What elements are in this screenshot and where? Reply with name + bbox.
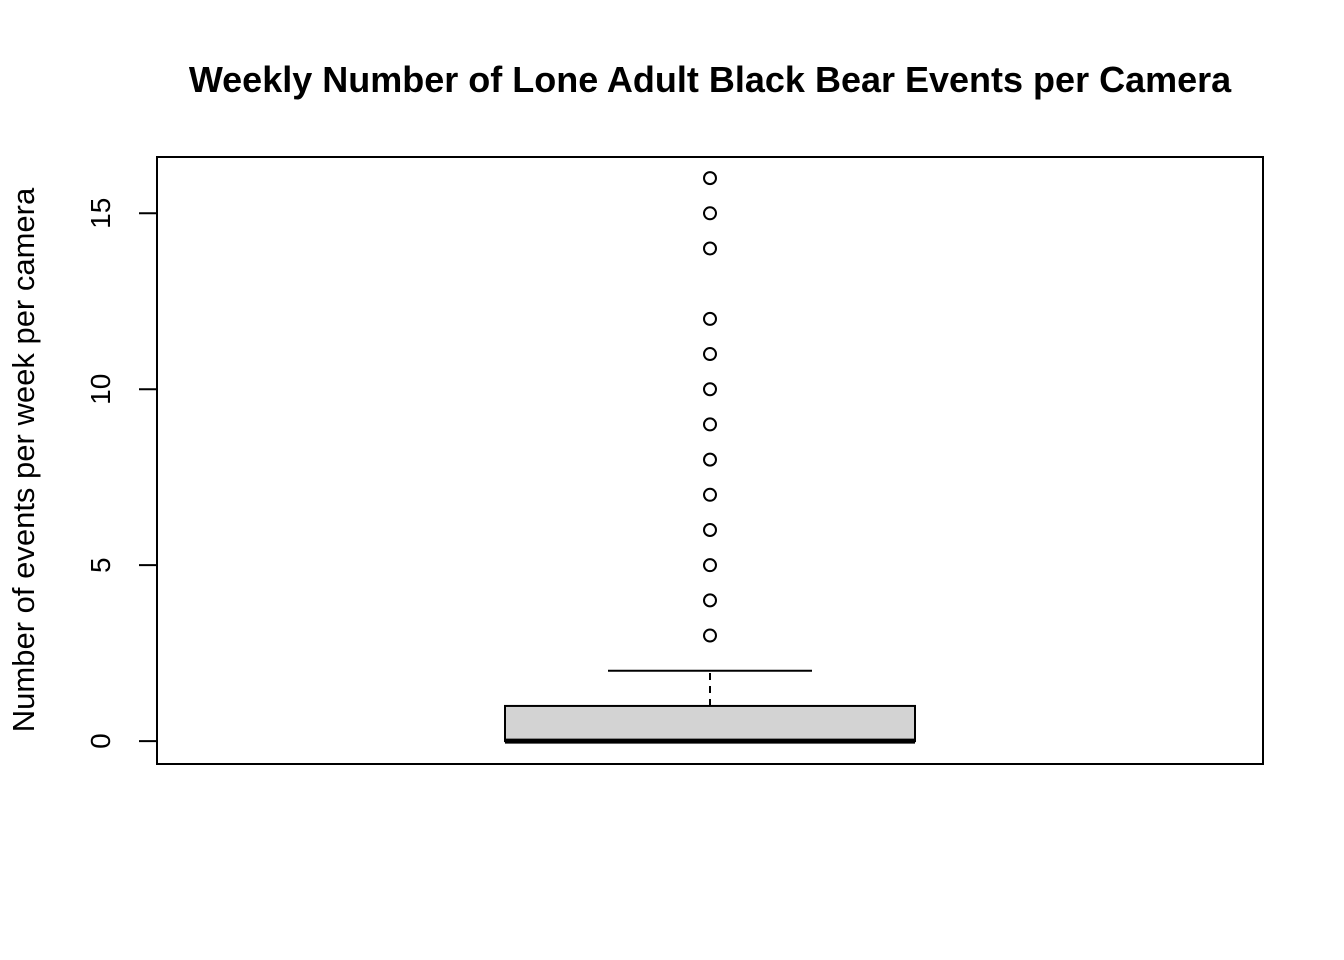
y-axis: 0 5 10 15: [85, 198, 158, 749]
outlier-point: [703, 522, 717, 537]
outlier-point: [703, 382, 717, 397]
y-tick-label: 0: [85, 733, 116, 749]
box-group: [504, 669, 916, 744]
outlier-point: [703, 593, 717, 608]
y-tick-label: 15: [85, 198, 116, 229]
outlier-point: [703, 311, 717, 326]
outlier-point: [703, 417, 717, 432]
outlier-point: [703, 171, 717, 186]
outlier-point: [703, 347, 717, 362]
outlier-point: [703, 487, 717, 502]
outlier-point: [703, 241, 717, 256]
outlier-group: [703, 171, 717, 643]
y-axis-label: Number of events per week per camera: [6, 187, 41, 732]
interquartile-box: [504, 704, 916, 743]
outlier-point: [703, 206, 717, 221]
outlier-point: [703, 452, 717, 467]
y-tick-label: 10: [85, 374, 116, 405]
outlier-point: [703, 558, 717, 573]
y-tick-label: 5: [85, 557, 116, 573]
outlier-point: [703, 628, 717, 643]
chart-title: Weekly Number of Lone Adult Black Bear E…: [189, 59, 1232, 100]
